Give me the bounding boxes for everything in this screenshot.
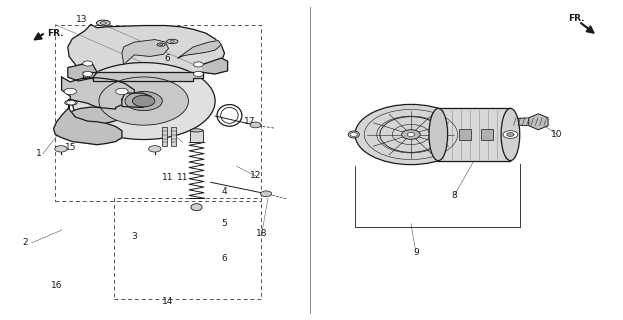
Circle shape [193, 71, 203, 76]
Circle shape [193, 62, 203, 67]
Ellipse shape [65, 100, 77, 105]
Text: 5: 5 [222, 219, 227, 228]
Circle shape [260, 191, 272, 197]
Circle shape [407, 132, 415, 136]
Circle shape [149, 146, 161, 152]
Text: 6: 6 [164, 53, 170, 62]
Circle shape [116, 88, 128, 95]
Polygon shape [513, 118, 527, 125]
Text: 13: 13 [76, 15, 87, 24]
Circle shape [83, 71, 93, 76]
Bar [190, 130, 202, 142]
Polygon shape [68, 25, 224, 74]
Text: 11: 11 [177, 173, 189, 182]
Text: 9: 9 [413, 248, 419, 257]
Polygon shape [178, 41, 221, 58]
Text: 14: 14 [161, 297, 173, 306]
Text: 16: 16 [51, 281, 62, 290]
Polygon shape [62, 77, 135, 109]
Ellipse shape [166, 39, 178, 44]
Polygon shape [68, 64, 97, 81]
Circle shape [125, 92, 163, 111]
Circle shape [250, 122, 261, 128]
Text: 11: 11 [161, 173, 173, 182]
Polygon shape [122, 40, 169, 64]
Circle shape [55, 146, 67, 152]
Polygon shape [529, 114, 548, 130]
Text: 6: 6 [222, 254, 227, 263]
Text: 1: 1 [36, 149, 42, 158]
Circle shape [133, 95, 155, 107]
Text: 12: 12 [250, 172, 261, 180]
Text: FR.: FR. [568, 14, 585, 23]
Polygon shape [54, 100, 122, 145]
Ellipse shape [97, 20, 110, 26]
Polygon shape [83, 72, 202, 81]
Ellipse shape [429, 108, 448, 161]
Ellipse shape [191, 204, 202, 211]
Polygon shape [439, 108, 510, 161]
Ellipse shape [99, 77, 188, 125]
Circle shape [506, 132, 514, 136]
Ellipse shape [501, 108, 520, 161]
Circle shape [83, 61, 93, 66]
Text: 17: 17 [244, 117, 255, 126]
Bar [171, 126, 176, 146]
Circle shape [350, 132, 358, 136]
Text: 7: 7 [155, 79, 160, 88]
Text: 3: 3 [131, 232, 137, 241]
Circle shape [503, 131, 518, 138]
Circle shape [402, 130, 421, 139]
Text: FR.: FR. [47, 29, 64, 38]
Polygon shape [122, 93, 151, 108]
Circle shape [64, 88, 77, 95]
Bar [459, 129, 471, 140]
Polygon shape [202, 58, 227, 74]
Ellipse shape [72, 63, 215, 140]
Text: 10: 10 [551, 130, 563, 139]
Ellipse shape [190, 129, 202, 132]
Text: 15: 15 [65, 143, 76, 152]
Bar [162, 126, 167, 146]
Text: 4: 4 [222, 188, 227, 196]
Ellipse shape [355, 104, 467, 164]
Circle shape [67, 100, 75, 105]
Text: 18: 18 [256, 229, 267, 238]
Text: 2: 2 [23, 238, 29, 247]
Bar [480, 129, 493, 140]
Ellipse shape [69, 107, 121, 124]
Text: 8: 8 [452, 190, 457, 200]
Ellipse shape [157, 43, 165, 46]
Ellipse shape [348, 131, 359, 138]
